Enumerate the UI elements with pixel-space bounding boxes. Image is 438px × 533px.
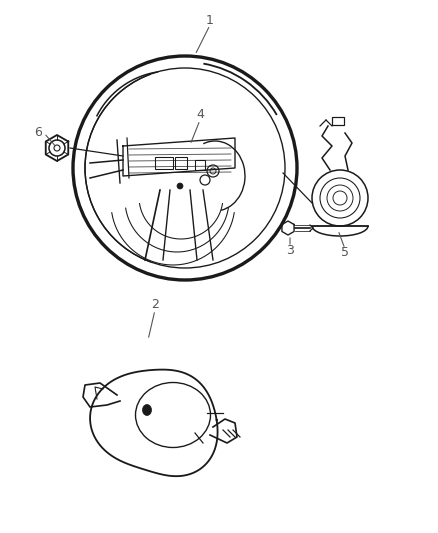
Text: 3: 3 (286, 244, 294, 256)
Text: 4: 4 (196, 109, 204, 122)
Text: 2: 2 (151, 298, 159, 311)
Text: 1: 1 (206, 13, 214, 27)
Text: 5: 5 (341, 246, 349, 259)
Ellipse shape (142, 405, 152, 416)
Circle shape (177, 183, 183, 189)
Text: 6: 6 (34, 126, 42, 140)
